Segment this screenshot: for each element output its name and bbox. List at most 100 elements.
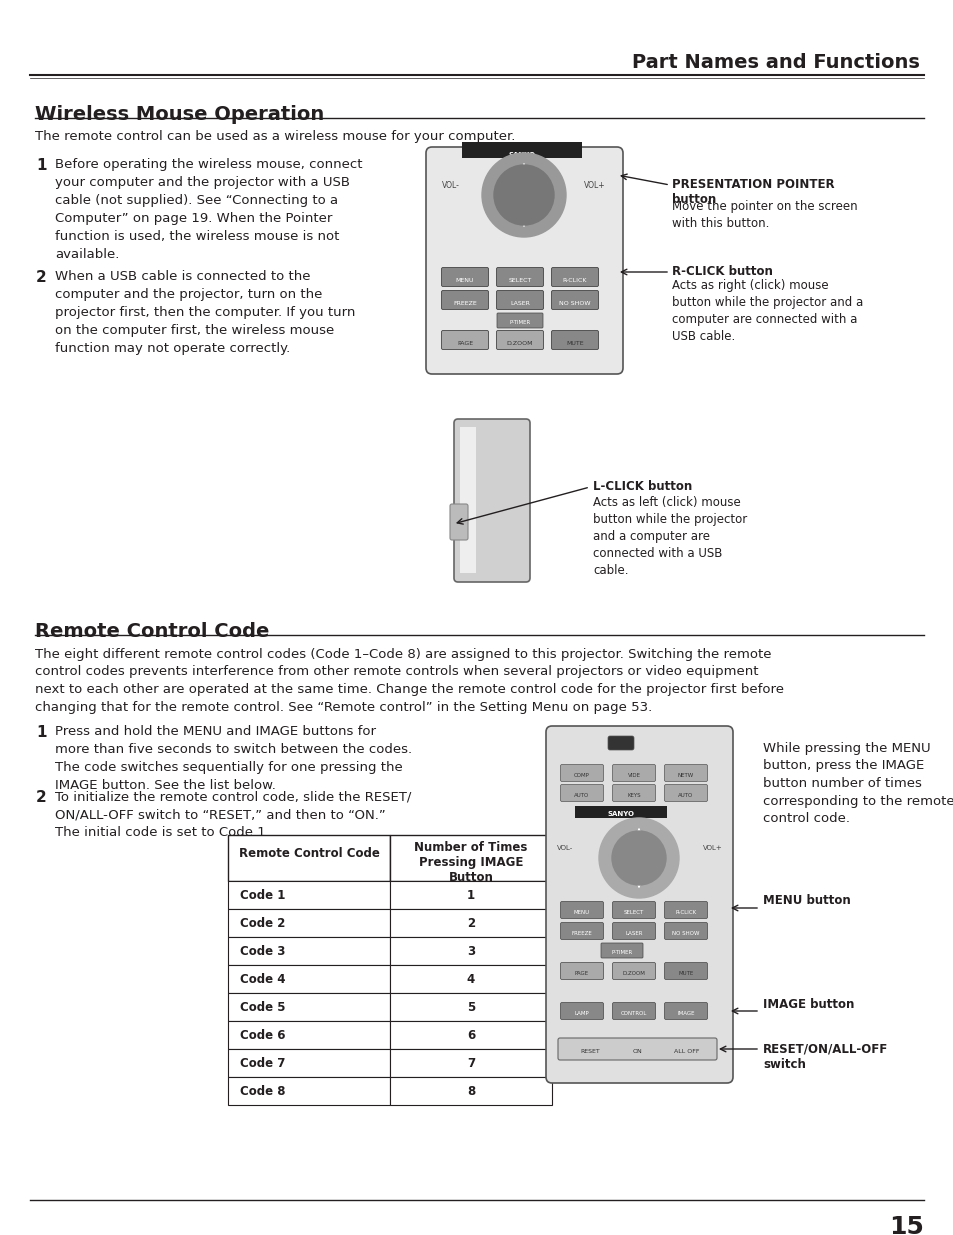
Text: IMAGE: IMAGE [677,1011,694,1016]
Circle shape [481,153,565,237]
Text: LASER: LASER [624,931,642,936]
FancyBboxPatch shape [454,419,530,582]
FancyBboxPatch shape [612,902,655,919]
Text: FREEZE: FREEZE [453,301,476,306]
Bar [228,909,390,937]
Bar [390,909,552,937]
Text: Code 3: Code 3 [240,945,285,958]
Text: D.ZOOM: D.ZOOM [622,971,645,976]
FancyBboxPatch shape [497,312,542,329]
FancyBboxPatch shape [441,290,488,310]
FancyBboxPatch shape [664,784,707,802]
Bar [228,937,390,965]
FancyBboxPatch shape [496,331,543,350]
Text: 2: 2 [466,918,475,930]
Text: VOL-: VOL- [441,180,459,189]
FancyBboxPatch shape [441,331,488,350]
FancyBboxPatch shape [560,764,603,782]
Text: Code 5: Code 5 [240,1002,285,1014]
Text: VOL-: VOL- [557,845,573,851]
FancyBboxPatch shape [426,147,622,374]
Text: Code 8: Code 8 [240,1086,285,1098]
FancyBboxPatch shape [551,268,598,287]
FancyBboxPatch shape [450,504,468,540]
Text: D.ZOOM: D.ZOOM [506,341,533,346]
Bar [390,1021,552,1049]
Bar [390,937,552,965]
FancyBboxPatch shape [560,923,603,940]
Bar [228,881,390,909]
Text: SANYO: SANYO [607,811,634,818]
Text: Before operating the wireless mouse, connect
your computer and the projector wit: Before operating the wireless mouse, con… [55,158,362,261]
Text: 2: 2 [36,790,47,805]
FancyBboxPatch shape [560,902,603,919]
Text: SANYO: SANYO [508,152,535,158]
Text: P-TIMER: P-TIMER [611,950,632,955]
FancyBboxPatch shape [496,290,543,310]
Text: CONTROL: CONTROL [620,1011,646,1016]
Text: 2: 2 [36,270,47,285]
Circle shape [612,831,665,885]
FancyBboxPatch shape [560,962,603,979]
Text: NO SHOW: NO SHOW [672,931,699,936]
FancyBboxPatch shape [560,1003,603,1020]
FancyBboxPatch shape [441,268,488,287]
Text: 1: 1 [36,725,47,740]
Text: Wireless Mouse Operation: Wireless Mouse Operation [35,105,324,124]
Text: When a USB cable is connected to the
computer and the projector, turn on the
pro: When a USB cable is connected to the com… [55,270,355,354]
Text: VOL+: VOL+ [702,845,722,851]
Text: PRESENTATION POINTER
button: PRESENTATION POINTER button [671,178,834,206]
FancyBboxPatch shape [612,784,655,802]
FancyBboxPatch shape [551,290,598,310]
Bar [390,881,552,909]
Text: Move the pointer on the screen
with this button.: Move the pointer on the screen with this… [671,200,857,230]
FancyBboxPatch shape [545,726,732,1083]
Text: Acts as right (click) mouse
button while the projector and a
computer are connec: Acts as right (click) mouse button while… [671,279,862,343]
Text: VOL+: VOL+ [584,180,605,189]
Text: The eight different remote control codes (Code 1–Code 8) are assigned to this pr: The eight different remote control codes… [35,648,783,714]
Text: MENU button: MENU button [762,894,850,908]
Text: 8: 8 [466,1086,475,1098]
Text: Remote Control Code: Remote Control Code [35,622,269,641]
FancyBboxPatch shape [664,923,707,940]
FancyBboxPatch shape [664,902,707,919]
Text: While pressing the MENU
button, press the IMAGE
button number of times
correspon: While pressing the MENU button, press th… [762,742,953,825]
Text: NO SHOW: NO SHOW [558,301,590,306]
Text: 1: 1 [36,158,47,173]
Text: MENU: MENU [574,910,590,915]
Bar [390,1049,552,1077]
Text: AUTO: AUTO [574,793,589,798]
Text: Code 4: Code 4 [240,973,285,986]
Text: Acts as left (click) mouse
button while the projector
and a computer are
connect: Acts as left (click) mouse button while … [593,496,746,577]
Bar [228,1049,390,1077]
Bar [459,427,476,573]
Bar [390,835,552,881]
FancyBboxPatch shape [551,331,598,350]
Text: R-CLICK button: R-CLICK button [671,266,772,278]
Text: KEYS: KEYS [626,793,640,798]
Bar [461,142,581,158]
Bar [575,806,666,818]
Text: PAGE: PAGE [575,971,588,976]
Text: 15: 15 [888,1215,923,1235]
Text: Code 2: Code 2 [240,918,285,930]
Text: 6: 6 [466,1029,475,1042]
Text: VIDE: VIDE [627,773,639,778]
Text: R-CLICK: R-CLICK [675,910,696,915]
Text: 5: 5 [466,1002,475,1014]
Text: NETW: NETW [678,773,694,778]
Text: LAMP: LAMP [574,1011,589,1016]
Text: 4: 4 [466,973,475,986]
Text: ON: ON [633,1049,642,1053]
Text: Code 7: Code 7 [240,1057,285,1070]
FancyBboxPatch shape [612,962,655,979]
FancyBboxPatch shape [607,736,634,750]
Text: RESET/ON/ALL-OFF
switch: RESET/ON/ALL-OFF switch [762,1044,887,1071]
Text: 1: 1 [466,889,475,902]
Circle shape [598,818,679,898]
Bar [228,1021,390,1049]
FancyBboxPatch shape [558,1037,717,1060]
Text: MUTE: MUTE [565,341,583,346]
FancyBboxPatch shape [612,1003,655,1020]
Text: LASER: LASER [510,301,529,306]
